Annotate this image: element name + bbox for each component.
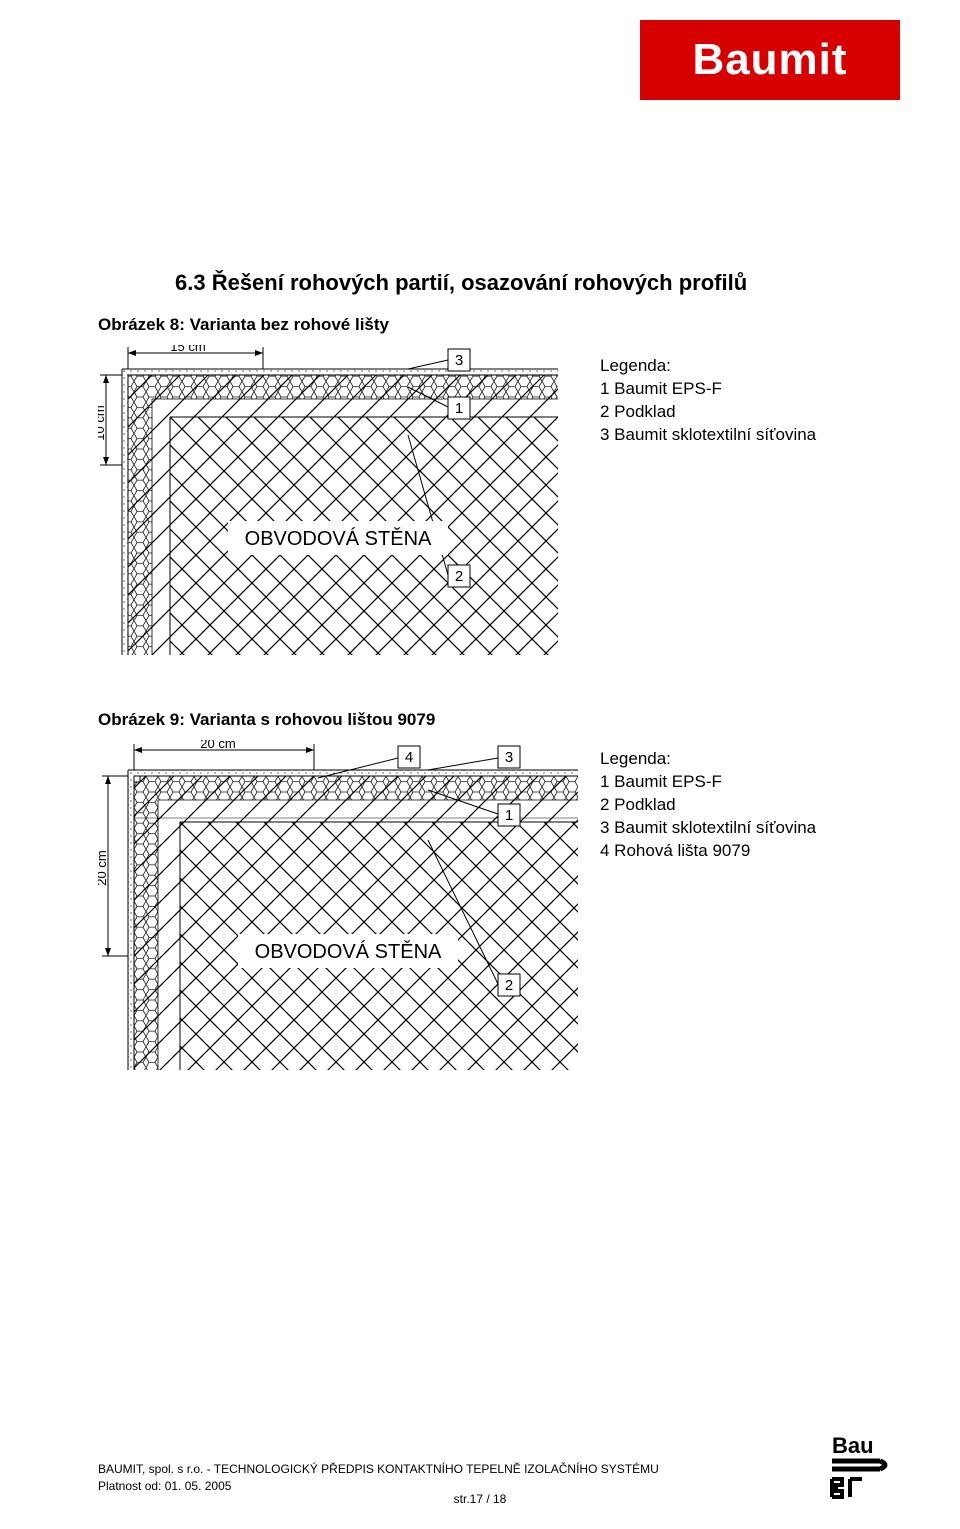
fig9-dim-v: 20 cm (98, 850, 109, 885)
legend-item: 2 Podklad (600, 401, 816, 424)
figure9-legend: Legenda: 1 Baumit EPS-F 2 Podklad 3 Baum… (600, 748, 816, 863)
fig9-wall-label: OBVODOVÁ STĚNA (255, 940, 442, 963)
small-logo-icon: Bau (830, 1431, 900, 1499)
legend-item: 1 Baumit EPS-F (600, 771, 816, 794)
figure9-caption: Obrázek 9: Varianta s rohovou lištou 907… (98, 710, 435, 730)
fig8-callout-1: 1 (455, 400, 463, 417)
fig8-callout-2: 2 (455, 568, 463, 585)
brand-text: Baumit (692, 35, 847, 85)
footer-line2: Platnost od: 01. 05. 2005 (98, 1478, 659, 1495)
legend-item: 3 Baumit sklotextilní síťovina (600, 424, 816, 447)
svg-text:Bau: Bau (832, 1433, 874, 1458)
legend-title: Legenda: (600, 355, 816, 378)
page-footer: BAUMIT, spol. s r.o. - TECHNOLOGICKÝ PŘE… (98, 1461, 659, 1495)
figure8-caption: Obrázek 8: Varianta bez rohové lišty (98, 315, 389, 335)
legend-item: 4 Rohová lišta 9079 (600, 840, 816, 863)
section-heading: 6.3 Řešení rohových partií, osazování ro… (175, 270, 747, 296)
legend-item: 3 Baumit sklotextilní síťovina (600, 817, 816, 840)
legend-item: 1 Baumit EPS-F (600, 378, 816, 401)
figure8-diagram: 15 cm 10 cm 3 1 2 OBVODOVÁ STĚNA (98, 345, 558, 655)
fig8-dim-v: 10 cm (98, 405, 107, 440)
figure8-legend: Legenda: 1 Baumit EPS-F 2 Podklad 3 Baum… (600, 355, 816, 447)
page-number: str.17 / 18 (454, 1492, 507, 1506)
legend-item: 2 Podklad (600, 794, 816, 817)
fig9-callout-4: 4 (405, 749, 413, 766)
brand-logo: Baumit (640, 20, 900, 100)
fig8-wall-label: OBVODOVÁ STĚNA (245, 527, 432, 550)
fig8-dim-h: 15 cm (170, 345, 205, 354)
legend-title: Legenda: (600, 748, 816, 771)
fig9-callout-1: 1 (505, 807, 513, 824)
fig9-callout-2: 2 (505, 977, 513, 994)
footer-line1: BAUMIT, spol. s r.o. - TECHNOLOGICKÝ PŘE… (98, 1461, 659, 1478)
fig9-callout-3: 3 (505, 749, 513, 766)
figure9-diagram: 20 cm 20 cm 4 3 1 2 OBVODOVÁ STĚNA (98, 740, 578, 1070)
fig9-dim-h: 20 cm (200, 740, 235, 751)
fig8-callout-3: 3 (455, 352, 463, 369)
